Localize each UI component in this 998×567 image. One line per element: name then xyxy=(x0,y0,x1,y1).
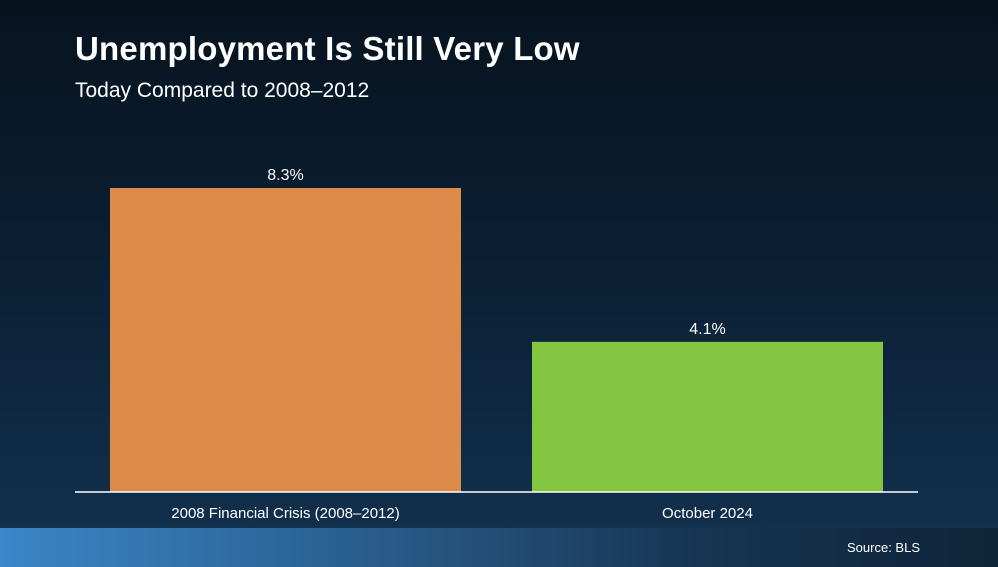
x-tick-label-october-2024: October 2024 xyxy=(662,505,753,522)
bar-october-2024 xyxy=(532,341,883,492)
footer-bar: Source: BLS xyxy=(0,528,998,567)
chart-title: Unemployment Is Still Very Low xyxy=(75,30,580,67)
data-label-2008-financial-crisis: 8.3% xyxy=(267,167,303,184)
x-tick-label-2008-financial-crisis: 2008 Financial Crisis (2008–2012) xyxy=(171,505,399,522)
bar-2008-financial-crisis xyxy=(110,188,461,492)
source-label: Source: BLS xyxy=(847,540,920,555)
chart-subtitle: Today Compared to 2008–2012 xyxy=(75,79,370,102)
bars-group: 8.3% 4.1% xyxy=(110,167,883,492)
data-label-october-2024: 4.1% xyxy=(689,321,725,338)
bar-chart: 8.3% 4.1% 2008 Financial Crisis (2008–201… xyxy=(110,167,883,522)
